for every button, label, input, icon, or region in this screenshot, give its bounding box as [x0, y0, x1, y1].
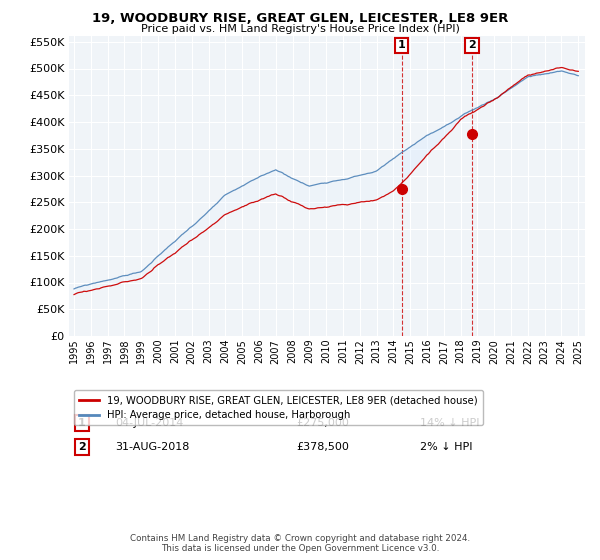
Text: 2% ↓ HPI: 2% ↓ HPI [420, 442, 472, 452]
Text: 31-AUG-2018: 31-AUG-2018 [115, 442, 190, 452]
Text: 1: 1 [78, 418, 86, 428]
Text: £378,500: £378,500 [296, 442, 349, 452]
Text: 2: 2 [468, 40, 476, 50]
Legend: 19, WOODBURY RISE, GREAT GLEN, LEICESTER, LE8 9ER (detached house), HPI: Average: 19, WOODBURY RISE, GREAT GLEN, LEICESTER… [74, 390, 482, 426]
Text: £275,000: £275,000 [296, 418, 349, 428]
Text: 2: 2 [78, 442, 86, 452]
Text: 1: 1 [398, 40, 406, 50]
Text: Price paid vs. HM Land Registry's House Price Index (HPI): Price paid vs. HM Land Registry's House … [140, 24, 460, 34]
Text: 14% ↓ HPI: 14% ↓ HPI [420, 418, 479, 428]
Text: 04-JUL-2014: 04-JUL-2014 [115, 418, 184, 428]
Text: Contains HM Land Registry data © Crown copyright and database right 2024.
This d: Contains HM Land Registry data © Crown c… [130, 534, 470, 553]
Text: 19, WOODBURY RISE, GREAT GLEN, LEICESTER, LE8 9ER: 19, WOODBURY RISE, GREAT GLEN, LEICESTER… [92, 12, 508, 25]
